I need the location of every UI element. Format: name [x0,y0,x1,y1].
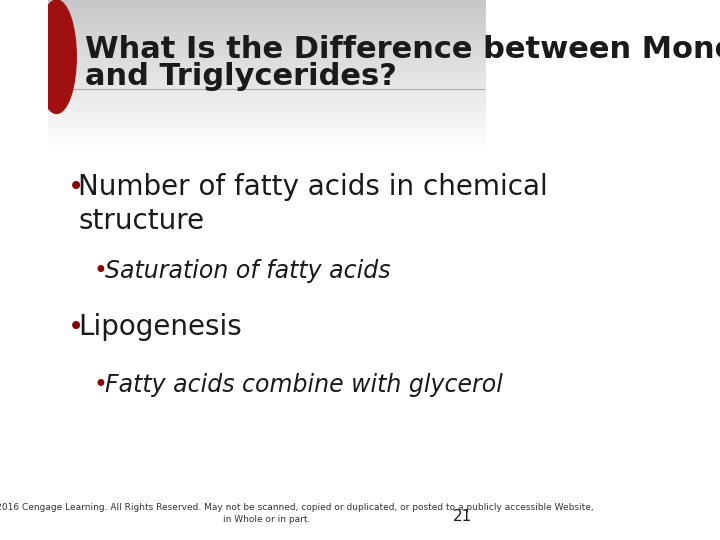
Ellipse shape [37,0,76,113]
Text: •: • [94,259,107,283]
Text: Lipogenesis: Lipogenesis [78,313,242,341]
Text: What Is the Difference between Mono-, Di-,: What Is the Difference between Mono-, Di… [85,35,720,64]
Text: •: • [68,173,84,201]
Text: •: • [94,373,107,396]
Text: Copyright ©2016 Cengage Learning. All Rights Reserved. May not be scanned, copie: Copyright ©2016 Cengage Learning. All Ri… [0,503,593,524]
Text: •: • [68,313,84,341]
Text: Number of fatty acids in chemical
structure: Number of fatty acids in chemical struct… [78,173,548,235]
Text: Fatty acids combine with glycerol: Fatty acids combine with glycerol [104,373,503,396]
Text: and Triglycerides?: and Triglycerides? [85,62,397,91]
Text: Saturation of fatty acids: Saturation of fatty acids [104,259,390,283]
Text: 21: 21 [453,509,472,524]
